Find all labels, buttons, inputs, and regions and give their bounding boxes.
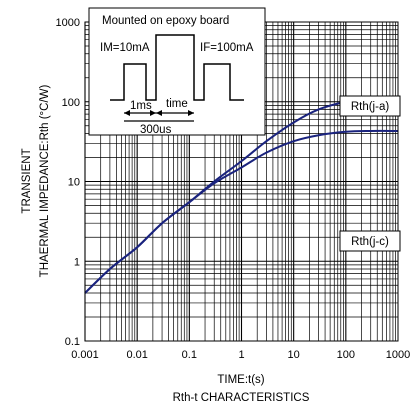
inset-if-label: IF=100mA (200, 42, 254, 54)
series-label-ja: Rth(j-a) (339, 95, 401, 117)
x-tick-label: 0.001 (71, 349, 99, 361)
inset-dur1-label: 1ms (130, 100, 152, 112)
tick-labels: 0.001 0.01 0.1 1 10 100 1000 0.1 1 10 100 1000 (56, 17, 411, 361)
x-tick-label: 0.01 (126, 349, 147, 361)
dim-arrowhead (124, 110, 130, 116)
pulse-waveform (110, 34, 244, 101)
inset-title: Mounted on epoxy board (102, 15, 229, 27)
dim-arrowhead (188, 110, 194, 116)
series-line-rth-jc (84, 129, 399, 294)
y-tick-label: 1 (74, 256, 80, 268)
x-tick-label: 1000 (386, 349, 410, 361)
x-tick-label: 0.1 (182, 349, 197, 361)
x-tick-label: 1 (238, 349, 244, 361)
y-axis-label-line1: TRANSIENT (21, 148, 33, 213)
chart-caption: Rth-t CHARACTERISTICS (173, 392, 310, 404)
series-label-jc: Rth(j-c) (339, 230, 401, 252)
y-axis-label-line2: THAERMAL IMPEDANCE:Rth (°C/W) (39, 85, 51, 278)
y-tick-label: 1000 (56, 17, 80, 29)
dim-arrowhead (150, 110, 156, 116)
series-label-jc-text: Rth(j-c) (351, 236, 389, 248)
x-tick-label: 10 (288, 349, 300, 361)
pulse-inset: Mounted on epoxy board IM=10mA IF=100mA … (88, 7, 266, 136)
x-tick-label: 100 (337, 349, 355, 361)
y-tick-label: 10 (68, 177, 80, 189)
inset-im-label: IM=10mA (100, 42, 150, 54)
y-tick-label: 0.1 (65, 336, 80, 348)
inset-dur2-label: time (166, 98, 188, 110)
inset-period-label: 300us (140, 124, 172, 136)
y-tick-label: 100 (62, 97, 80, 109)
dim-arrowhead (156, 110, 162, 116)
x-axis-label: TIME:t(s) (217, 374, 264, 386)
series-label-ja-text: Rth(j-a) (351, 101, 390, 113)
